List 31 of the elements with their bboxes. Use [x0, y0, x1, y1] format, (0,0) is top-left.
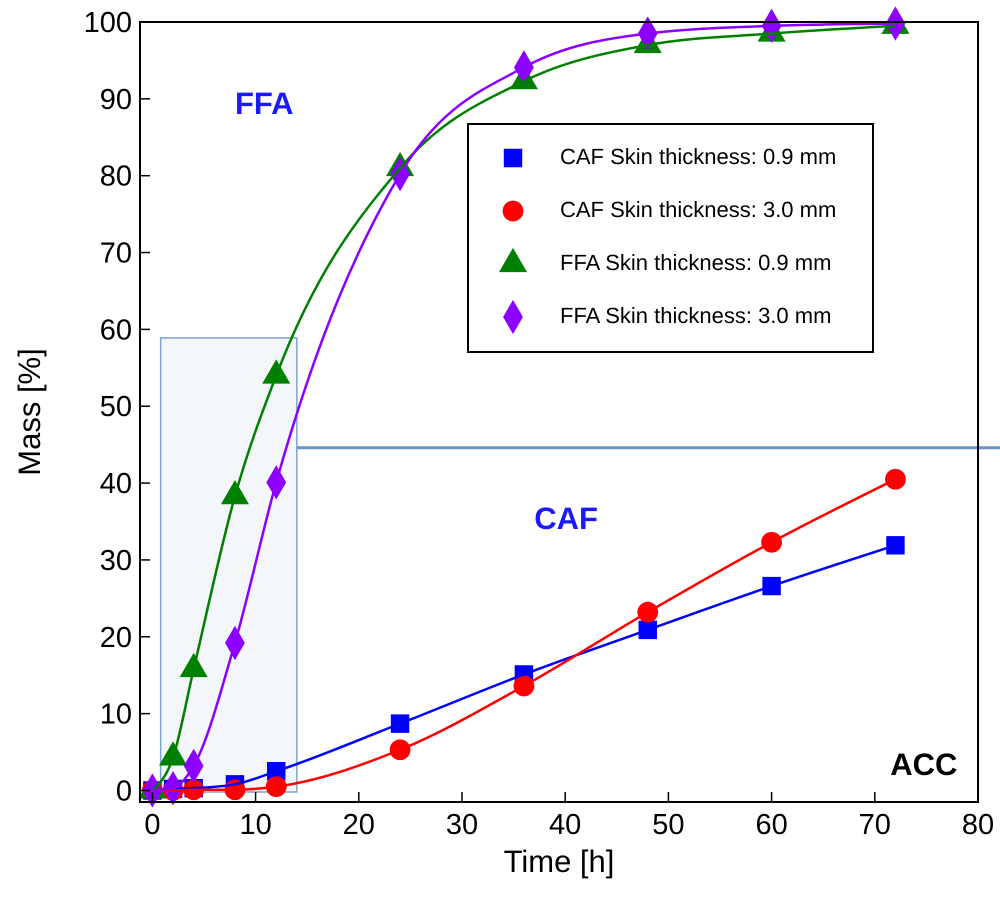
y-tick-label: 50: [100, 391, 132, 424]
y-tick-label: 10: [100, 698, 132, 731]
x-tick-label: 80: [962, 809, 994, 841]
y-tick-label: 40: [100, 468, 132, 500]
y-tick-label: 20: [100, 622, 132, 654]
y-tick-label: 90: [100, 84, 132, 116]
x-axis-title: Time [h]: [504, 844, 614, 879]
legend-label: CAF Skin thickness: 3.0 mm: [560, 197, 836, 222]
y-tick-label: 60: [100, 314, 132, 346]
y-tick-label: 0: [116, 775, 132, 808]
y-axis-title: Mass [%]: [12, 348, 47, 476]
x-tick-label: 10: [239, 809, 272, 841]
point: [885, 468, 906, 490]
x-tick-label: 0: [144, 809, 160, 841]
x-tick-label: 20: [342, 809, 375, 841]
y-tick-label: 80: [100, 160, 132, 193]
x-tick-label: 40: [549, 809, 582, 841]
x-tick-label: 70: [858, 809, 891, 841]
legend-label: FFA Skin thickness: 0.9 mm: [560, 250, 832, 275]
y-tick-label: 100: [84, 7, 132, 39]
x-tick-label: 60: [755, 809, 788, 841]
y-tick-label: 30: [100, 544, 132, 577]
point: [886, 536, 905, 555]
x-tick-label: 30: [446, 809, 478, 841]
annotation: CAF: [534, 501, 598, 536]
legend-label: CAF Skin thickness: 0.9 mm: [560, 144, 836, 169]
annotation: ACC: [890, 747, 958, 782]
legend-label: FFA Skin thickness: 3.0 mm: [560, 303, 832, 328]
annotation: FFA: [234, 86, 294, 122]
y-tick-label: 70: [100, 238, 132, 270]
x-tick-label: 50: [652, 809, 685, 841]
